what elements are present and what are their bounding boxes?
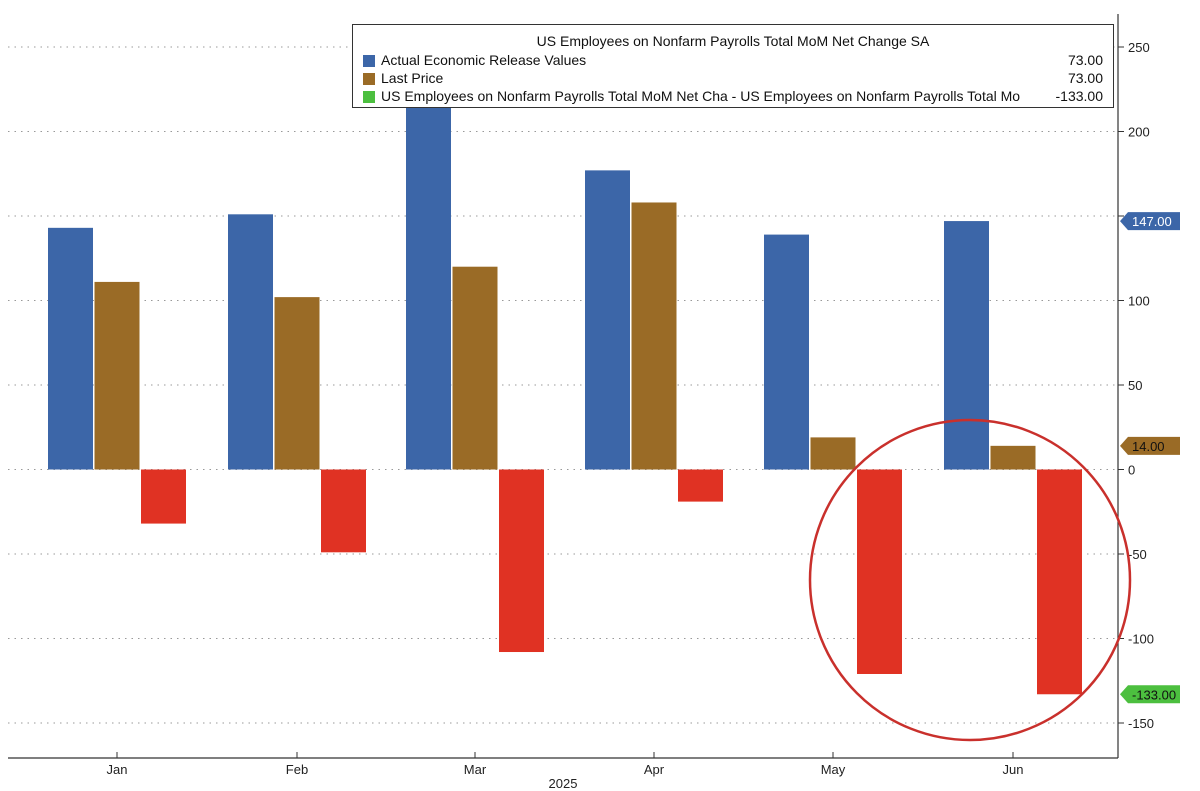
legend-item-difference: US Employees on Nonfarm Payrolls Total M… bbox=[363, 88, 1103, 106]
x-tick-label-jan: Jan bbox=[107, 762, 128, 777]
x-tick-label-jun: Jun bbox=[1003, 762, 1024, 777]
axis-marker-2 bbox=[1120, 685, 1180, 704]
y-tick-label: -100 bbox=[1128, 632, 1154, 647]
legend-swatch-actual bbox=[363, 55, 375, 67]
bar-last-price-jan bbox=[94, 281, 140, 470]
legend-item-actual: Actual Economic Release Values 73.00 bbox=[363, 52, 1103, 70]
bar-difference-may bbox=[857, 469, 902, 674]
bar-last-price-feb bbox=[274, 297, 320, 470]
legend-swatch-difference bbox=[363, 91, 375, 103]
legend-value-difference: -133.00 bbox=[1055, 88, 1103, 104]
bar-difference-apr bbox=[678, 469, 723, 502]
y-tick-label: 50 bbox=[1128, 378, 1142, 393]
bar-difference-jan bbox=[141, 469, 186, 524]
y-tick-label: 200 bbox=[1128, 125, 1150, 140]
bar-actual-apr bbox=[585, 170, 630, 470]
axis-marker-label-0: 147.00 bbox=[1132, 214, 1172, 229]
legend: US Employees on Nonfarm Payrolls Total M… bbox=[352, 24, 1114, 108]
axis-marker-label-2: -133.00 bbox=[1132, 687, 1176, 702]
x-tick-label-mar: Mar bbox=[464, 762, 487, 777]
legend-swatch-last-price bbox=[363, 73, 375, 85]
legend-label-actual: Actual Economic Release Values bbox=[381, 52, 587, 68]
x-tick-label-apr: Apr bbox=[644, 762, 665, 777]
axis-marker-label-1: 14.00 bbox=[1132, 439, 1165, 454]
bar-actual-feb bbox=[228, 214, 273, 470]
bar-actual-mar bbox=[406, 106, 451, 470]
bar-difference-feb bbox=[321, 469, 366, 553]
bar-last-price-mar bbox=[452, 266, 498, 470]
bar-difference-mar bbox=[499, 469, 544, 653]
bar-last-price-may bbox=[810, 437, 856, 470]
y-tick-label: 100 bbox=[1128, 294, 1150, 309]
bar-last-price-jun bbox=[990, 445, 1036, 470]
legend-value-last-price: 73.00 bbox=[1067, 70, 1103, 86]
legend-label-difference: US Employees on Nonfarm Payrolls Total M… bbox=[381, 88, 1021, 104]
x-tick-label-feb: Feb bbox=[286, 762, 308, 777]
chart-title: US Employees on Nonfarm Payrolls Total M… bbox=[536, 33, 930, 49]
legend-label-last-price: Last Price bbox=[381, 70, 444, 86]
y-tick-label: 0 bbox=[1128, 463, 1135, 478]
legend-item-last-price: Last Price 73.00 bbox=[363, 70, 1103, 88]
bar-last-price-apr bbox=[631, 202, 677, 470]
x-axis-label: 2025 bbox=[549, 776, 578, 791]
y-tick-label: 250 bbox=[1128, 40, 1150, 55]
axis-marker-1 bbox=[1120, 436, 1180, 455]
bar-difference-jun bbox=[1037, 469, 1082, 695]
bar-actual-jan bbox=[48, 227, 93, 470]
y-tick-label: -50 bbox=[1128, 547, 1147, 562]
axis-marker-0 bbox=[1120, 212, 1180, 231]
bar-actual-may bbox=[764, 234, 809, 470]
x-tick-label-may: May bbox=[821, 762, 846, 777]
annotation-circle bbox=[808, 418, 1132, 742]
y-tick-label: -150 bbox=[1128, 716, 1154, 731]
bar-actual-jun bbox=[944, 221, 989, 470]
legend-value-actual: 73.00 bbox=[1067, 52, 1103, 68]
